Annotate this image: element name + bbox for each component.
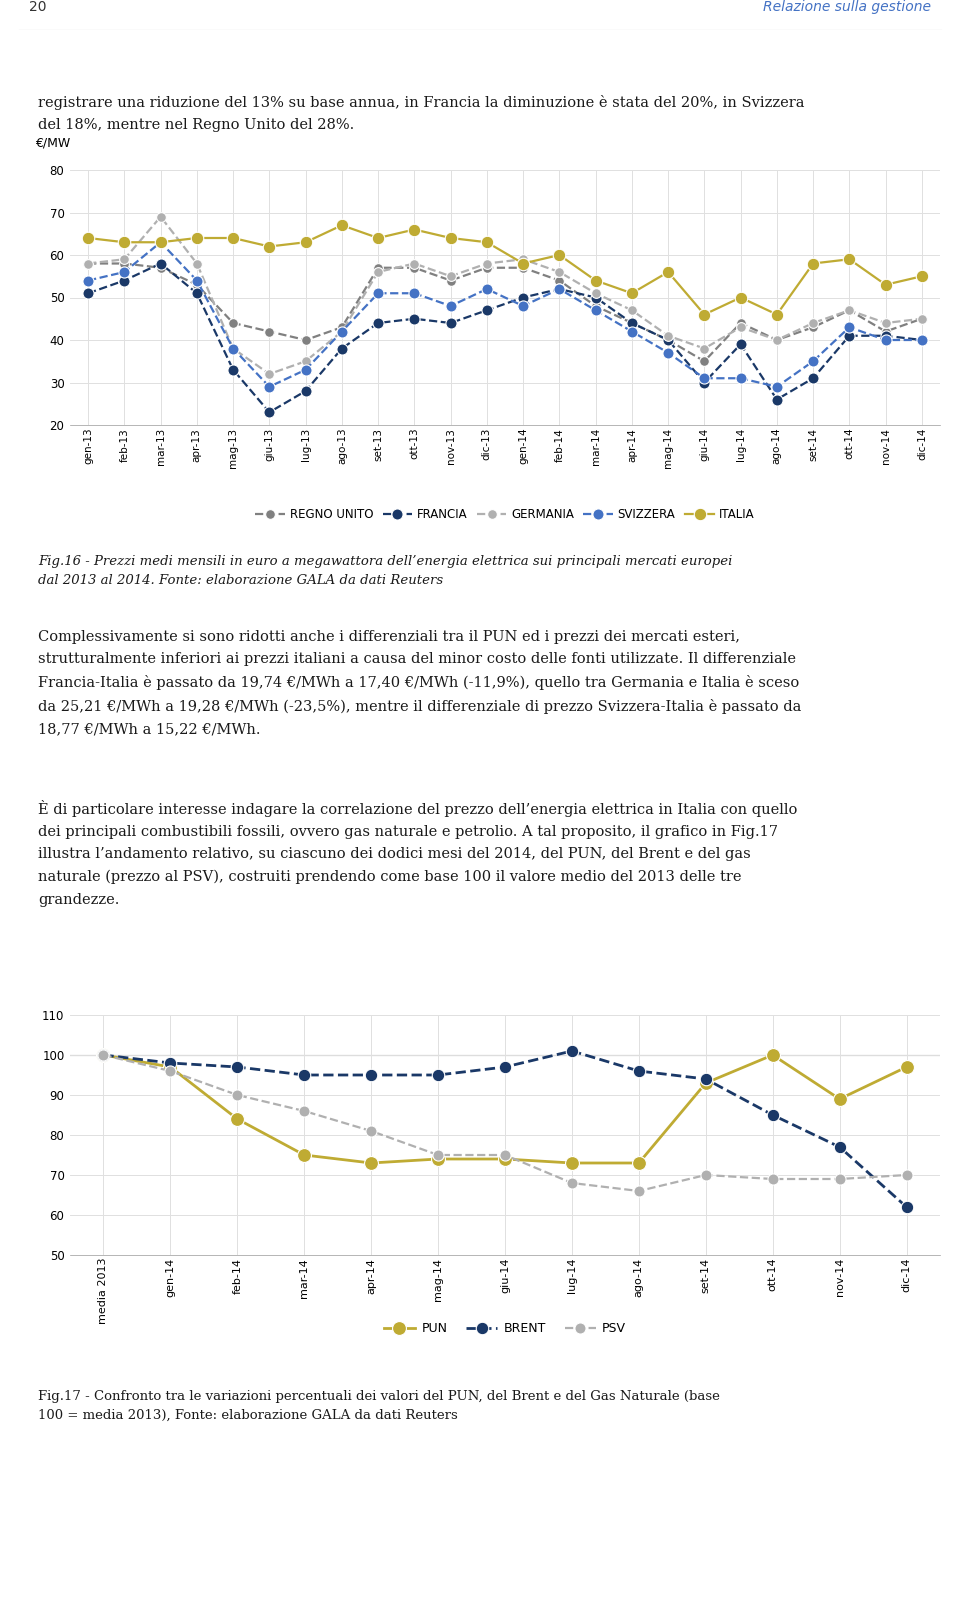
Legend: PUN, BRENT, PSV: PUN, BRENT, PSV <box>379 1316 631 1340</box>
Text: registrare una riduzione del 13% su base annua, in Francia la diminuzione è stat: registrare una riduzione del 13% su base… <box>38 95 804 132</box>
Text: Complessivamente si sono ridotti anche i differenziali tra il PUN ed i prezzi de: Complessivamente si sono ridotti anche i… <box>38 631 802 737</box>
Text: 20: 20 <box>29 0 46 14</box>
Text: È di particolare interesse indagare la correlazione del prezzo dell’energia elet: È di particolare interesse indagare la c… <box>38 800 798 907</box>
Text: Fig.16 - Prezzi medi mensili in euro a megawattora dell’energia elettrica sui pr: Fig.16 - Prezzi medi mensili in euro a m… <box>38 555 732 587</box>
Text: €/MW: €/MW <box>36 137 70 150</box>
Text: Relazione sulla gestione: Relazione sulla gestione <box>763 0 931 14</box>
Legend: REGNO UNITO, FRANCIA, GERMANIA, SVIZZERA, ITALIA: REGNO UNITO, FRANCIA, GERMANIA, SVIZZERA… <box>251 504 759 526</box>
Text: Fig.17 - Confronto tra le variazioni percentuali dei valori del PUN, del Brent e: Fig.17 - Confronto tra le variazioni per… <box>38 1390 720 1422</box>
